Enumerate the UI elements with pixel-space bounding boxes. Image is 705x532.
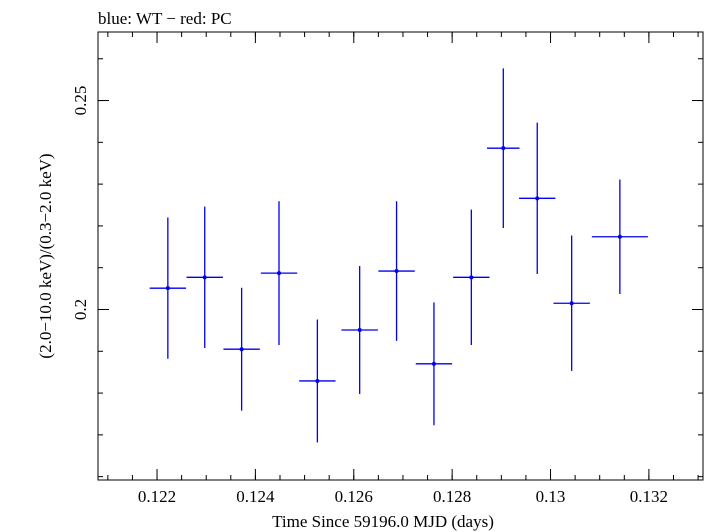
x-tick-label: 0.13 <box>536 487 566 506</box>
data-point <box>569 301 574 306</box>
data-point <box>357 327 362 332</box>
y-tick-label: 0.25 <box>71 86 90 116</box>
data-point <box>617 234 622 239</box>
data-point <box>315 378 320 383</box>
chart-title: blue: WT − red: PC <box>98 9 232 28</box>
data-point <box>239 347 244 352</box>
y-tick-label: 0.2 <box>71 299 90 320</box>
x-axis-label: Time Since 59196.0 MJD (days) <box>272 512 494 531</box>
data-point <box>469 275 474 280</box>
y-axis-label: (2.0−10.0 keV)/(0.3−2.0 keV) <box>36 153 55 358</box>
data-point <box>165 286 170 291</box>
data-point <box>535 196 540 201</box>
data-point <box>394 269 399 274</box>
data-point <box>202 275 207 280</box>
x-tick-label: 0.128 <box>433 487 471 506</box>
x-tick-label: 0.124 <box>236 487 275 506</box>
data-point <box>277 271 282 276</box>
x-tick-label: 0.132 <box>630 487 668 506</box>
data-point <box>431 361 436 366</box>
x-tick-label: 0.122 <box>138 487 176 506</box>
plot-frame <box>97 31 704 481</box>
plot-area: 0.122 0.124 0.126 0.128 0.13 0.132 0.2 0.25 <box>71 31 704 506</box>
x-tick-label: 0.126 <box>335 487 373 506</box>
data-point <box>501 146 506 151</box>
